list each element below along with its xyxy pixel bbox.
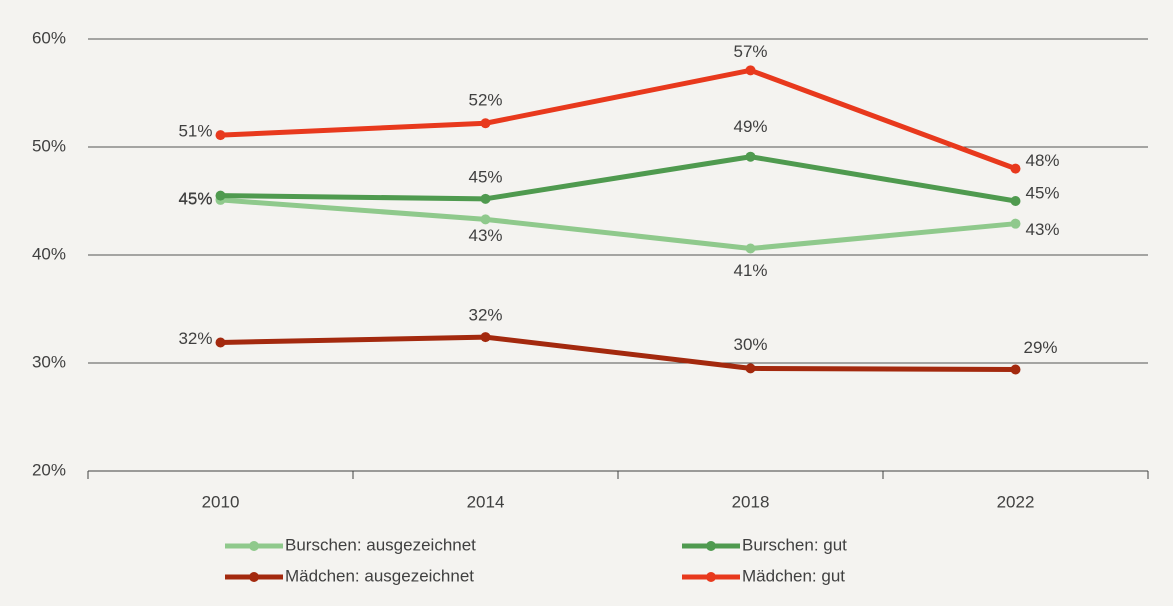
data-label: 32% — [468, 306, 502, 325]
point — [1010, 364, 1021, 375]
x-tick-label: 2014 — [467, 492, 505, 511]
data-label: 45% — [468, 167, 502, 186]
data-label: 29% — [1024, 338, 1058, 357]
point — [745, 363, 756, 374]
x-tick-label: 2022 — [997, 492, 1035, 511]
point — [480, 332, 491, 343]
legend-label: Burschen: gut — [742, 535, 847, 554]
data-label: 52% — [468, 91, 502, 110]
data-label: 45% — [178, 189, 212, 208]
series-line — [220, 67, 1017, 171]
point — [215, 130, 226, 141]
data-label: 45% — [1026, 183, 1060, 202]
data-label: 30% — [733, 335, 767, 354]
data-label: 43% — [1026, 220, 1060, 239]
point — [215, 190, 226, 201]
data-label: 49% — [733, 117, 767, 136]
point — [745, 243, 756, 254]
legend-label: Mädchen: ausgezeichnet — [285, 566, 474, 585]
series-line — [220, 334, 1016, 372]
y-tick-label: 30% — [32, 352, 66, 371]
x-tick-label: 2018 — [732, 492, 770, 511]
series-line — [220, 154, 1016, 204]
data-label: 43% — [468, 226, 502, 245]
point — [745, 151, 756, 162]
point — [1010, 196, 1021, 206]
y-tick-label: 50% — [32, 136, 66, 155]
point — [1010, 163, 1021, 174]
data-label: 48% — [1026, 151, 1060, 170]
data-label: 51% — [178, 122, 212, 141]
point — [480, 193, 491, 204]
data-label: 57% — [733, 42, 767, 61]
point — [1010, 218, 1021, 229]
y-tick-label: 40% — [32, 244, 66, 263]
legend-marker — [249, 572, 259, 582]
series-line — [220, 197, 1016, 252]
y-tick-label: 20% — [32, 460, 66, 479]
legend-marker — [706, 541, 716, 551]
data-label: 32% — [178, 329, 212, 348]
point — [745, 65, 756, 76]
point — [480, 214, 491, 225]
y-tick-label: 60% — [32, 28, 66, 47]
legend-marker — [706, 572, 716, 582]
point — [215, 337, 226, 348]
data-label: 45% — [178, 189, 212, 208]
point — [480, 118, 491, 129]
legend-label: Burschen: ausgezeichnet — [285, 535, 476, 554]
legend-label: Mädchen: gut — [742, 566, 845, 585]
legend-marker — [249, 541, 259, 551]
data-label: 41% — [733, 261, 767, 280]
x-tick-label: 2010 — [202, 492, 240, 511]
